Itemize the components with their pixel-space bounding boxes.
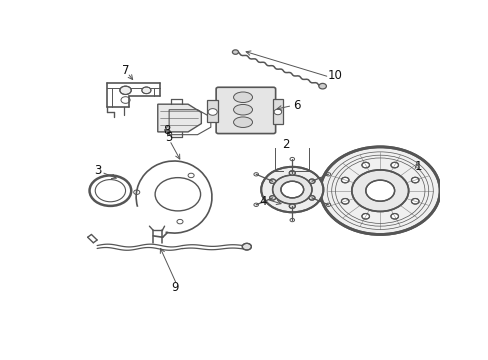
Circle shape — [280, 181, 303, 198]
Circle shape — [208, 109, 217, 115]
Text: 5: 5 — [164, 131, 172, 144]
Circle shape — [261, 167, 323, 212]
Circle shape — [361, 162, 369, 168]
Polygon shape — [206, 100, 218, 122]
Text: 6: 6 — [292, 99, 300, 112]
Circle shape — [308, 179, 314, 184]
Circle shape — [120, 86, 131, 94]
Circle shape — [289, 171, 295, 175]
Ellipse shape — [233, 104, 252, 115]
Circle shape — [341, 198, 348, 204]
Circle shape — [242, 243, 251, 250]
Circle shape — [390, 213, 398, 219]
Circle shape — [308, 196, 314, 200]
Circle shape — [361, 213, 369, 219]
Text: 9: 9 — [171, 281, 178, 294]
Text: 2: 2 — [281, 139, 288, 152]
FancyBboxPatch shape — [216, 87, 275, 134]
Text: 4: 4 — [259, 195, 266, 208]
Circle shape — [269, 179, 275, 184]
Circle shape — [365, 180, 394, 201]
Circle shape — [232, 50, 238, 54]
Text: 1: 1 — [414, 160, 421, 173]
Ellipse shape — [233, 117, 252, 127]
Text: 3: 3 — [94, 164, 102, 177]
Circle shape — [142, 87, 151, 94]
Text: 10: 10 — [327, 69, 342, 82]
Polygon shape — [158, 104, 201, 132]
Circle shape — [410, 177, 418, 183]
Circle shape — [351, 170, 408, 211]
Circle shape — [318, 84, 326, 89]
Circle shape — [320, 147, 439, 234]
Circle shape — [390, 162, 398, 168]
Ellipse shape — [233, 92, 252, 103]
Circle shape — [269, 196, 275, 200]
Circle shape — [410, 198, 418, 204]
Circle shape — [274, 109, 281, 115]
Circle shape — [272, 175, 311, 204]
Polygon shape — [273, 99, 282, 123]
Text: 7: 7 — [122, 64, 129, 77]
Text: 8: 8 — [163, 124, 170, 137]
Circle shape — [341, 177, 348, 183]
Circle shape — [289, 204, 295, 208]
